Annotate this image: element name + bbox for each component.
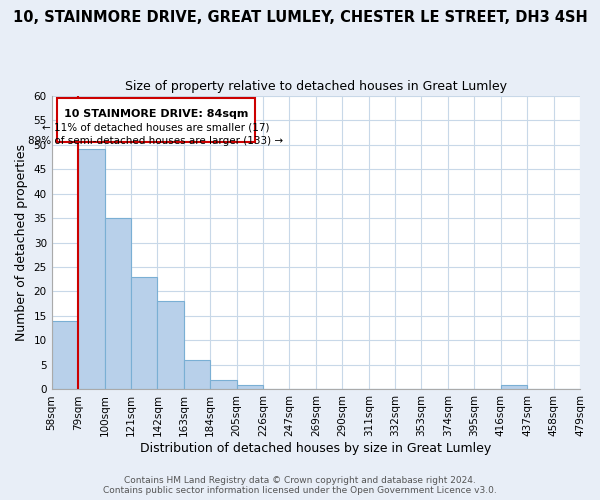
Bar	[501, 384, 527, 390]
Bar	[131, 277, 157, 390]
FancyBboxPatch shape	[57, 98, 255, 142]
X-axis label: Distribution of detached houses by size in Great Lumley: Distribution of detached houses by size …	[140, 442, 491, 455]
Bar	[236, 384, 263, 390]
Title: Size of property relative to detached houses in Great Lumley: Size of property relative to detached ho…	[125, 80, 507, 93]
Bar	[184, 360, 210, 390]
Bar	[104, 218, 131, 390]
Bar	[210, 380, 236, 390]
Bar	[78, 150, 104, 390]
Text: Contains HM Land Registry data © Crown copyright and database right 2024.
Contai: Contains HM Land Registry data © Crown c…	[103, 476, 497, 495]
Bar	[157, 302, 184, 390]
Text: 89% of semi-detached houses are larger (133) →: 89% of semi-detached houses are larger (…	[28, 136, 284, 146]
Bar	[52, 321, 78, 390]
Text: 10, STAINMORE DRIVE, GREAT LUMLEY, CHESTER LE STREET, DH3 4SH: 10, STAINMORE DRIVE, GREAT LUMLEY, CHEST…	[13, 10, 587, 25]
Y-axis label: Number of detached properties: Number of detached properties	[15, 144, 28, 341]
Text: 10 STAINMORE DRIVE: 84sqm: 10 STAINMORE DRIVE: 84sqm	[64, 109, 248, 119]
Text: ← 11% of detached houses are smaller (17): ← 11% of detached houses are smaller (17…	[42, 122, 270, 132]
